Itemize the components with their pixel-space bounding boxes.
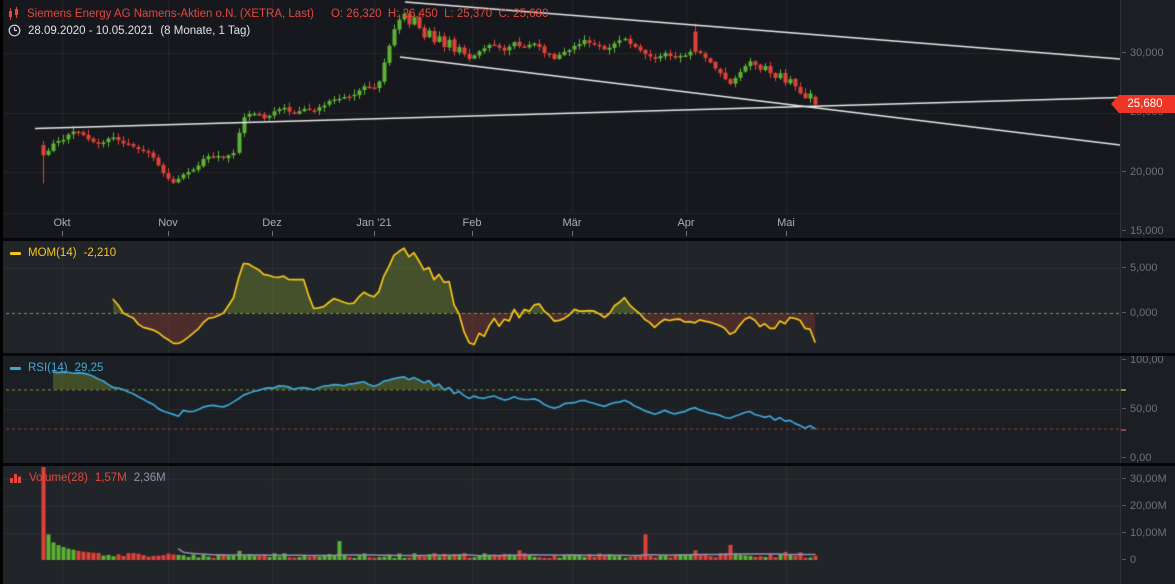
y-axis-label: 20,00M	[1122, 500, 1167, 512]
x-axis-tick	[272, 231, 273, 236]
rsi-overbought-tick	[1121, 389, 1126, 391]
clock-icon	[8, 24, 21, 37]
date-range: 28.09.2020 - 10.05.2021	[28, 24, 154, 37]
x-axis-tick	[62, 231, 63, 236]
x-axis-tick	[686, 231, 687, 236]
x-axis-tick	[168, 231, 169, 236]
mom-header[interactable]: MOM(14) -2,210	[10, 247, 116, 259]
y-axis-label: 0	[1122, 554, 1136, 566]
rsi-legend-icon	[10, 366, 21, 370]
price-axis-column[interactable]: 30,00025,00020,00015,0005,0000,000100,00…	[1120, 0, 1175, 584]
price-tag-arrow	[1111, 95, 1119, 113]
volume-header[interactable]: Volume(28) 1,57M 2,36M	[10, 472, 166, 484]
x-axis-month-label: Okt	[53, 217, 71, 229]
y-axis-label: 20,000	[1122, 166, 1164, 178]
x-axis-month-label: Mai	[777, 217, 795, 229]
y-axis-label: 30,00M	[1122, 473, 1167, 485]
mom-legend-icon	[10, 251, 21, 255]
y-axis-label: 15,000	[1122, 225, 1164, 237]
x-axis-month-label: Apr	[677, 217, 695, 229]
x-axis-month-label: Nov	[158, 217, 178, 229]
x-axis-month-label: Mär	[562, 217, 582, 229]
rsi-oversold-tick	[1121, 429, 1126, 431]
volume-value: 1,57M	[94, 472, 127, 484]
duration-label: (8 Monate, 1 Tag)	[160, 24, 251, 37]
y-axis-label: 50,00	[1122, 403, 1158, 415]
x-axis-tick	[374, 231, 375, 236]
panel-separator[interactable]	[0, 463, 1175, 466]
x-axis-tick	[472, 231, 473, 236]
price-chart-canvas[interactable]	[0, 0, 1121, 238]
volume-label: Volume(28)	[29, 472, 88, 484]
candlestick-icon	[9, 7, 18, 20]
date-range-header: 28.09.2020 - 10.05.2021 (8 Monate, 1 Tag…	[8, 24, 250, 37]
y-axis-label: 0,00	[1122, 452, 1151, 464]
x-axis-month-label: Feb	[462, 217, 482, 229]
x-axis-tick	[786, 231, 787, 236]
x-axis-tick	[572, 231, 573, 236]
y-axis-label: 100,00	[1122, 354, 1164, 366]
mom-value: -2,210	[83, 247, 117, 259]
volume-canvas[interactable]	[0, 466, 1121, 584]
ohlc-readout: O: 26,320 H: 26,450 L: 25,370 C: 25,680	[330, 8, 549, 20]
volume-ma-value: 2,36M	[133, 472, 166, 484]
rsi-value: 29,25	[74, 362, 104, 374]
instrument-title: Siemens Energy AG Namens-Aktien o.N. (XE…	[27, 8, 314, 20]
last-price-tag: 25,680	[1111, 95, 1175, 113]
volume-bars-icon	[10, 474, 21, 483]
panel-separator[interactable]	[0, 238, 1175, 241]
x-axis-month-label: Dez	[262, 217, 282, 229]
mom-indicator-canvas[interactable]	[0, 241, 1121, 353]
y-axis-label: 10,00M	[1122, 527, 1167, 539]
instrument-header[interactable]: Siemens Energy AG Namens-Aktien o.N. (XE…	[8, 7, 548, 21]
price-tag-value: 25,680	[1119, 95, 1175, 113]
left-border	[0, 0, 3, 584]
x-axis-month-label: Jan '21	[356, 217, 392, 229]
rsi-label: RSI(14)	[28, 362, 68, 374]
rsi-indicator-canvas[interactable]	[0, 356, 1121, 463]
y-axis-label: 30,000	[1122, 47, 1164, 59]
mom-label: MOM(14)	[28, 247, 77, 259]
y-axis-label: 5,000	[1122, 262, 1158, 274]
panel-separator[interactable]	[0, 353, 1175, 356]
y-axis-label: 0,000	[1122, 307, 1158, 319]
rsi-header[interactable]: RSI(14) 29,25	[10, 362, 103, 374]
